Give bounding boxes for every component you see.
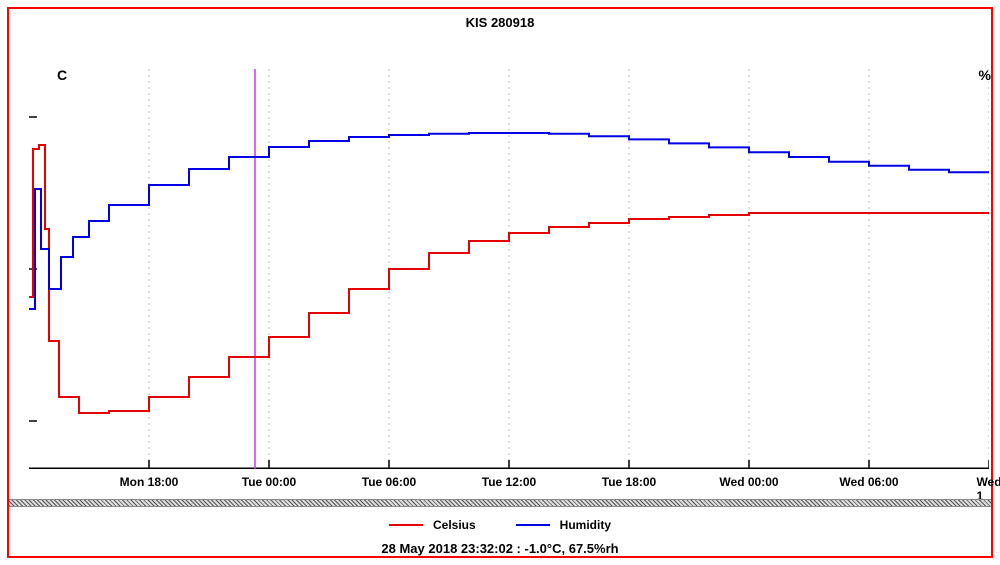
legend-label: Humidity	[560, 518, 611, 532]
legend-item: Humidity	[516, 518, 611, 532]
x-tick-label: Tue 06:00	[362, 475, 416, 489]
chart-frame: KIS 280918 C % Mon 18:00Tue 00:00Tue 06:…	[7, 7, 993, 558]
chart-svg	[29, 69, 989, 469]
x-tick-label: Wed 06:00	[839, 475, 898, 489]
x-tick-label: Tue 18:00	[602, 475, 656, 489]
legend-swatch	[516, 524, 550, 526]
x-tick-label: Mon 18:00	[120, 475, 179, 489]
legend-label: Celsius	[433, 518, 476, 532]
footer-status: 28 May 2018 23:32:02 : -1.0°C, 67.5%rh	[9, 541, 991, 556]
legend: Celsius Humidity	[9, 515, 991, 532]
x-tick-label: Tue 00:00	[242, 475, 296, 489]
x-tick-label: Wed 00:00	[719, 475, 778, 489]
hatched-separator	[9, 499, 991, 507]
legend-item: Celsius	[389, 518, 476, 532]
chart-title: KIS 280918	[9, 15, 991, 30]
x-tick-label: Tue 12:00	[482, 475, 536, 489]
plot-area[interactable]	[29, 69, 991, 469]
legend-swatch	[389, 524, 423, 526]
